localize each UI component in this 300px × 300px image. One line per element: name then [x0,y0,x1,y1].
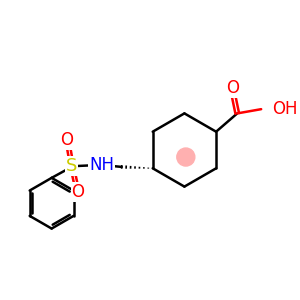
Text: O: O [72,183,85,201]
Text: O: O [226,79,239,97]
Text: NH: NH [89,156,114,174]
Text: OH: OH [272,100,297,118]
Text: S: S [66,157,78,175]
Text: O: O [61,131,74,149]
Circle shape [177,148,195,166]
